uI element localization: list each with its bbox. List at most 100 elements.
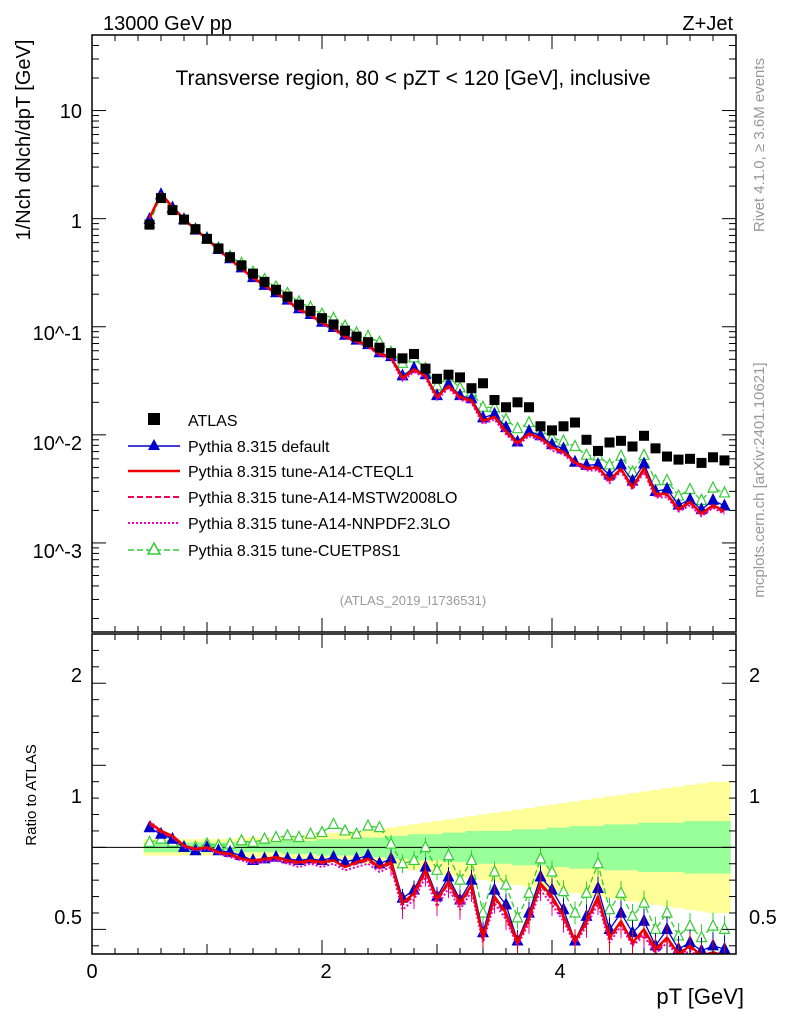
legend-label-cteql1: Pythia 8.315 tune-A14-CTEQL1	[188, 464, 414, 481]
ratio-triangle-marker	[603, 902, 616, 915]
atlas-data-point	[282, 291, 293, 302]
atlas-data-point	[190, 224, 201, 235]
main-triangle-marker	[603, 457, 616, 470]
rivet-version-label: Rivet 4.1.0, ≥ 3.6M events	[751, 58, 768, 232]
atlas-data-point	[397, 353, 408, 364]
atlas-data-point	[604, 437, 615, 448]
atlas-data-point	[708, 452, 718, 463]
ratio-triangle-marker	[523, 885, 535, 898]
legend-entry-cteql1: Pythia 8.315 tune-A14-CTEQL1	[128, 464, 414, 481]
ratio-triangle-marker	[408, 853, 420, 866]
atlas-data-point	[489, 395, 500, 406]
ratio-tick-label-right-1: 1	[749, 786, 760, 808]
axis-ticks	[91, 34, 737, 954]
legend-label-default: Pythia 8.315 default	[188, 439, 330, 456]
mcplots-label: mcplots.cern.ch [arXiv:2401.10621]	[751, 362, 768, 597]
ratio-triangle-marker	[385, 836, 397, 849]
atlas-data-point	[156, 193, 166, 204]
atlas-data-point	[627, 441, 638, 452]
atlas-data-point	[719, 455, 730, 466]
ratio-triangle-marker	[362, 818, 374, 831]
main-triangle-marker	[707, 492, 719, 505]
legend-entry-cuetp8s1: Pythia 8.315 tune-CUETP8S1	[128, 541, 401, 560]
y-tick-label-0.001: 10^-3	[33, 541, 82, 563]
energy-label: 13000 GeV pp	[103, 13, 232, 35]
x-tick-label-0: 0	[86, 961, 97, 983]
ratio-triangle-marker	[534, 851, 547, 864]
y-tick-label-10: 10	[60, 101, 82, 123]
atlas-data-point	[179, 214, 189, 225]
ratio-triangle-marker	[270, 830, 282, 843]
main-triangle-marker	[718, 485, 731, 498]
ratio-tick-label-0.5: 0.5	[54, 907, 82, 929]
ratio-triangle-marker	[557, 884, 570, 897]
legend-entry-default: Pythia 8.315 default	[128, 439, 330, 456]
y-tick-label-0.001-text: 10^-3	[33, 541, 82, 563]
atlas-data-point	[455, 372, 465, 383]
ratio-triangle-marker	[316, 825, 328, 838]
atlas-data-point	[443, 369, 454, 380]
ratio-triangle-marker	[339, 823, 351, 836]
main-triangle-marker	[477, 399, 489, 412]
y-tick-label-0.1-text: 10^-1	[33, 323, 82, 345]
plot-title: Transverse region, 80 < pZT < 120 [GeV],…	[175, 67, 650, 90]
main-series-line-1	[148, 192, 726, 515]
ratio-triangle-marker	[569, 905, 581, 918]
ratio-triangle-marker	[707, 918, 719, 931]
ratio-series-group	[143, 817, 731, 954]
analysis-id: (ATLAS_2019_I1736531)	[340, 593, 486, 608]
ratio-triangle-marker	[350, 826, 363, 839]
legend-label-atlas: ATLAS	[188, 413, 238, 430]
atlas-data-point	[213, 243, 224, 254]
ratio-triangle-marker	[615, 885, 627, 898]
ratio-tick-label-right-0.5: 0.5	[749, 907, 777, 929]
atlas-data-point	[650, 443, 661, 454]
atlas-data-point	[340, 325, 350, 336]
ratio-series-line-3	[148, 820, 697, 954]
main-triangle-marker	[569, 439, 581, 452]
atlas-data-point	[696, 457, 707, 468]
y-tick-label-0.01-text: 10^-2	[33, 433, 82, 455]
y-tick-label-1: 1	[71, 211, 82, 233]
legend-label-mstw: Pythia 8.315 tune-A14-MSTW2008LO	[188, 490, 457, 507]
ratio-triangle-marker	[684, 918, 696, 931]
ratio-triangle-marker	[661, 905, 673, 918]
atlas-data-point	[294, 299, 304, 310]
legend-marker-cuetp8s1	[146, 541, 162, 555]
ratio-triangle-marker	[373, 820, 386, 833]
main-triangle-marker	[684, 482, 696, 495]
ratio-triangle-marker	[419, 839, 432, 852]
atlas-data-point	[259, 276, 270, 287]
atlas-data-point	[167, 205, 178, 216]
atlas-data-point	[593, 445, 603, 456]
atlas-data-point	[581, 434, 592, 445]
legend-entry-nnpdf: Pythia 8.315 tune-A14-NNPDF2.3LO	[128, 516, 450, 533]
atlas-data-point	[420, 363, 431, 374]
ratio-triangle-marker	[546, 864, 558, 877]
atlas-data-point	[662, 451, 672, 462]
atlas-data-point	[501, 402, 511, 413]
ratio-triangle-marker	[626, 908, 639, 921]
atlas-data-point	[248, 268, 258, 279]
main-triangle-marker	[580, 447, 593, 460]
legend-marker-default	[148, 439, 160, 450]
ratio-triangle-marker	[511, 910, 524, 923]
ratio-triangle-marker	[465, 853, 478, 866]
main-triangle-marker	[707, 480, 719, 493]
main-series-line-0	[148, 193, 725, 511]
atlas-data-point	[328, 319, 339, 330]
legend-entry-atlas: ATLAS	[148, 413, 238, 430]
legend-label-cuetp8s1: Pythia 8.315 tune-CUETP8S1	[188, 543, 401, 560]
atlas-data-point	[432, 373, 442, 384]
atlas-data-point	[409, 348, 419, 359]
main-series-line-3	[148, 192, 725, 518]
ratio-triangle-marker	[258, 831, 271, 844]
x-tick-label-2: 2	[320, 961, 331, 983]
atlas-data-point	[639, 430, 649, 441]
ratio-triangle-marker	[488, 864, 501, 877]
main-series-group	[143, 187, 731, 518]
ratio-triangle-marker	[293, 830, 305, 843]
atlas-data-point	[685, 453, 695, 464]
y-tick-label-0.1: 10^-1	[33, 323, 82, 345]
ratio-triangle-marker	[442, 848, 455, 861]
